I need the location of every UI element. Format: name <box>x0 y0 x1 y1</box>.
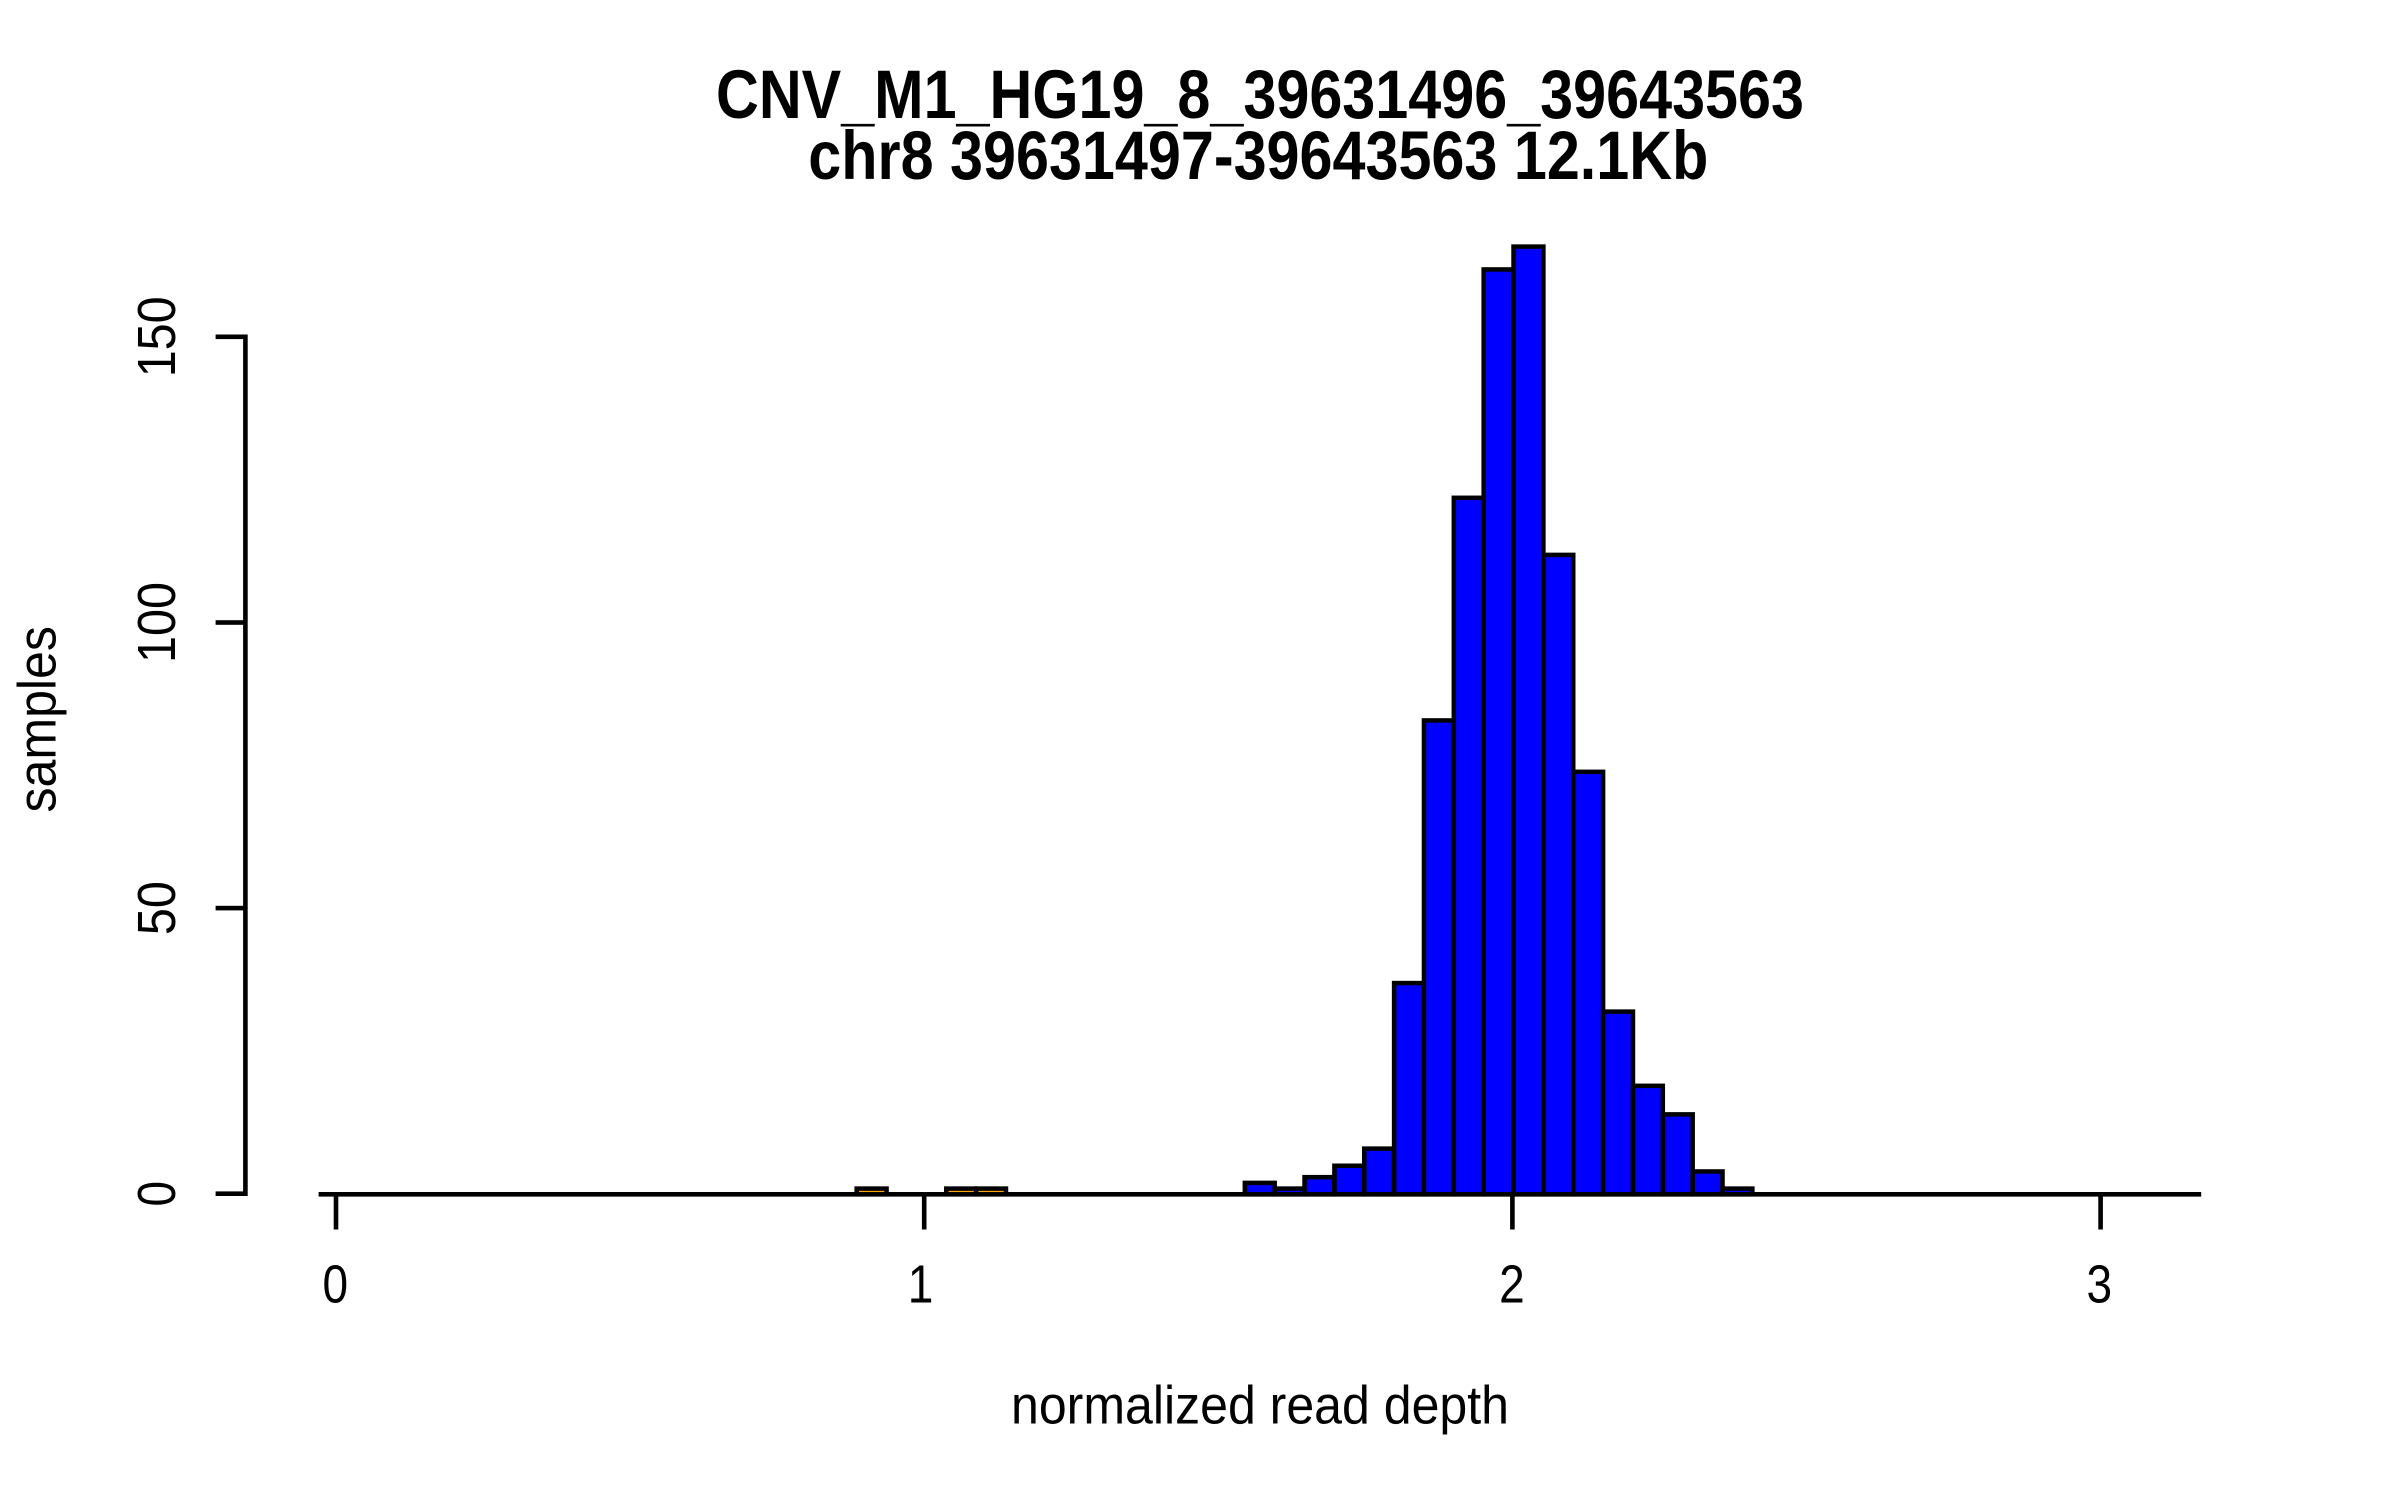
svg-text:chr8 39631497-39643563 12.1Kb: chr8 39631497-39643563 12.1Kb <box>808 117 1708 194</box>
svg-text:1: 1 <box>908 1255 934 1315</box>
svg-text:2: 2 <box>1499 1255 1525 1315</box>
svg-text:150: 150 <box>127 296 187 377</box>
svg-text:3: 3 <box>2087 1255 2113 1315</box>
svg-text:50: 50 <box>127 881 187 935</box>
svg-text:CNV_M1_HG19_8_39631496_3964356: CNV_M1_HG19_8_39631496_39643563 <box>716 56 1804 133</box>
svg-text:samples: samples <box>7 626 67 813</box>
svg-text:100: 100 <box>127 582 187 663</box>
svg-text:0: 0 <box>323 1255 349 1315</box>
svg-text:normalized read depth: normalized read depth <box>1011 1375 1509 1435</box>
svg-text:0: 0 <box>127 1181 187 1207</box>
